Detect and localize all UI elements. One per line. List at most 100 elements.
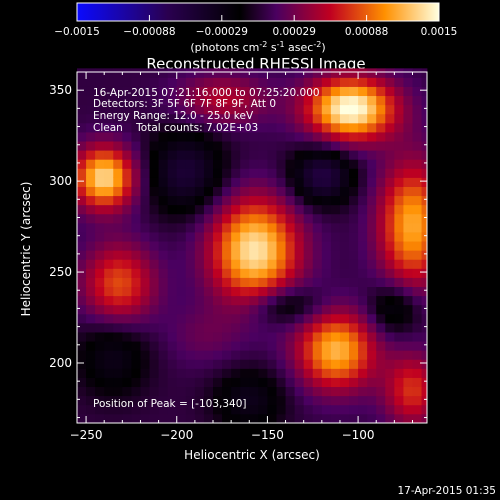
heatmap-cell <box>185 77 196 87</box>
heatmap-cell <box>303 241 314 251</box>
heatmap-cell <box>167 404 178 415</box>
heatmap-cell <box>385 413 395 424</box>
heatmap-cell <box>77 368 87 378</box>
heatmap-cell <box>149 150 160 160</box>
heatmap-cell <box>412 304 422 315</box>
heatmap-cell <box>222 77 232 87</box>
heatmap-cell <box>194 232 205 242</box>
heatmap-cell <box>86 195 96 206</box>
heatmap-cell <box>276 168 286 178</box>
heatmap-cell <box>349 368 359 378</box>
heatmap-cell <box>240 122 250 133</box>
heatmap-cell <box>258 359 268 369</box>
heatmap-cell <box>358 277 368 287</box>
heatmap-cell <box>203 304 214 315</box>
heatmap-cell <box>349 304 359 315</box>
heatmap-cell <box>330 86 341 97</box>
heatmap-cell <box>367 259 377 269</box>
heatmap-cell <box>203 413 214 424</box>
heatmap-cell <box>185 104 196 115</box>
heatmap-cell <box>240 341 250 351</box>
heatmap-cell <box>149 304 160 315</box>
heatmap-cell <box>86 404 96 415</box>
heatmap-cell <box>412 386 422 397</box>
heatmap-cell <box>285 295 296 306</box>
heatmap-cell <box>276 313 286 324</box>
heatmap-cell <box>158 68 169 78</box>
heatmap-cell <box>276 268 286 278</box>
heatmap-cell <box>222 104 232 115</box>
heatmap-cell <box>339 132 350 142</box>
heatmap-cell <box>421 322 428 333</box>
heatmap-cell <box>367 95 377 106</box>
heatmap-cell <box>394 386 404 397</box>
heatmap-cell <box>285 377 296 388</box>
heatmap-cell <box>131 295 141 306</box>
colorbar-tick-label: 0.0015 <box>421 26 458 38</box>
heatmap-cell <box>140 368 150 378</box>
heatmap-cell <box>339 159 350 169</box>
heatmap-cell <box>330 322 341 333</box>
heatmap-cell <box>412 186 422 197</box>
heatmap-cell <box>312 259 323 269</box>
heatmap-cell <box>285 95 296 106</box>
heatmap-cell <box>285 186 296 197</box>
heatmap-cell <box>167 377 178 388</box>
heatmap-cell <box>194 122 205 133</box>
heatmap-cell <box>104 377 114 388</box>
heatmap-cell <box>194 95 205 106</box>
heatmap-cell <box>140 341 150 351</box>
heatmap-cell <box>367 332 377 342</box>
heatmap-cell <box>231 404 241 415</box>
heatmap-cell <box>339 195 350 206</box>
heatmap-cell <box>330 286 341 297</box>
plot-frame <box>76 71 428 424</box>
heatmap-cell <box>412 241 422 251</box>
heatmap-cell <box>385 195 395 206</box>
heatmap-cell <box>421 104 428 115</box>
heatmap-cell <box>77 168 87 178</box>
heatmap-cell <box>86 395 96 406</box>
heatmap-cell <box>349 250 359 260</box>
heatmap-cell <box>294 404 305 415</box>
heatmap-cell <box>412 141 422 151</box>
heatmap-cell <box>367 313 377 324</box>
heatmap-cell <box>303 95 314 106</box>
heatmap-cell <box>267 359 277 369</box>
heatmap-cell <box>194 104 205 115</box>
heatmap-cell <box>86 313 96 324</box>
heatmap-cell <box>113 150 123 160</box>
heatmap-cell <box>385 350 395 360</box>
heatmap-cell <box>140 268 150 278</box>
heatmap-cell <box>421 341 428 351</box>
heatmap-cell <box>240 77 250 87</box>
heatmap-cell <box>158 277 169 287</box>
heatmap-cell <box>122 322 132 333</box>
heatmap-cell <box>385 313 395 324</box>
heatmap-cell <box>249 404 259 415</box>
heatmap-cell <box>367 404 377 415</box>
heatmap-cell <box>394 322 404 333</box>
heatmap-cell <box>194 313 205 324</box>
heatmap-cell <box>330 122 341 133</box>
heatmap-cell <box>294 250 305 260</box>
heatmap-cell <box>104 368 114 378</box>
heatmap-cell <box>330 341 341 351</box>
heatmap-cell <box>77 268 87 278</box>
heatmap-cell <box>258 350 268 360</box>
heatmap-cell <box>367 250 377 260</box>
heatmap-cell <box>149 122 160 133</box>
heatmap-cell <box>194 150 205 160</box>
heatmap-cell <box>258 277 268 287</box>
heatmap-cell <box>376 195 386 206</box>
heatmap-cell <box>303 186 314 197</box>
heatmap-cell <box>149 177 160 187</box>
heatmap-cell <box>194 259 205 269</box>
heatmap-cell <box>104 404 114 415</box>
heatmap-cell <box>86 322 96 333</box>
heatmap-cell <box>140 386 150 397</box>
heatmap-cell <box>194 250 205 260</box>
heatmap-cell <box>140 122 150 133</box>
heatmap-cell <box>140 113 150 124</box>
heatmap-cell <box>294 132 305 142</box>
